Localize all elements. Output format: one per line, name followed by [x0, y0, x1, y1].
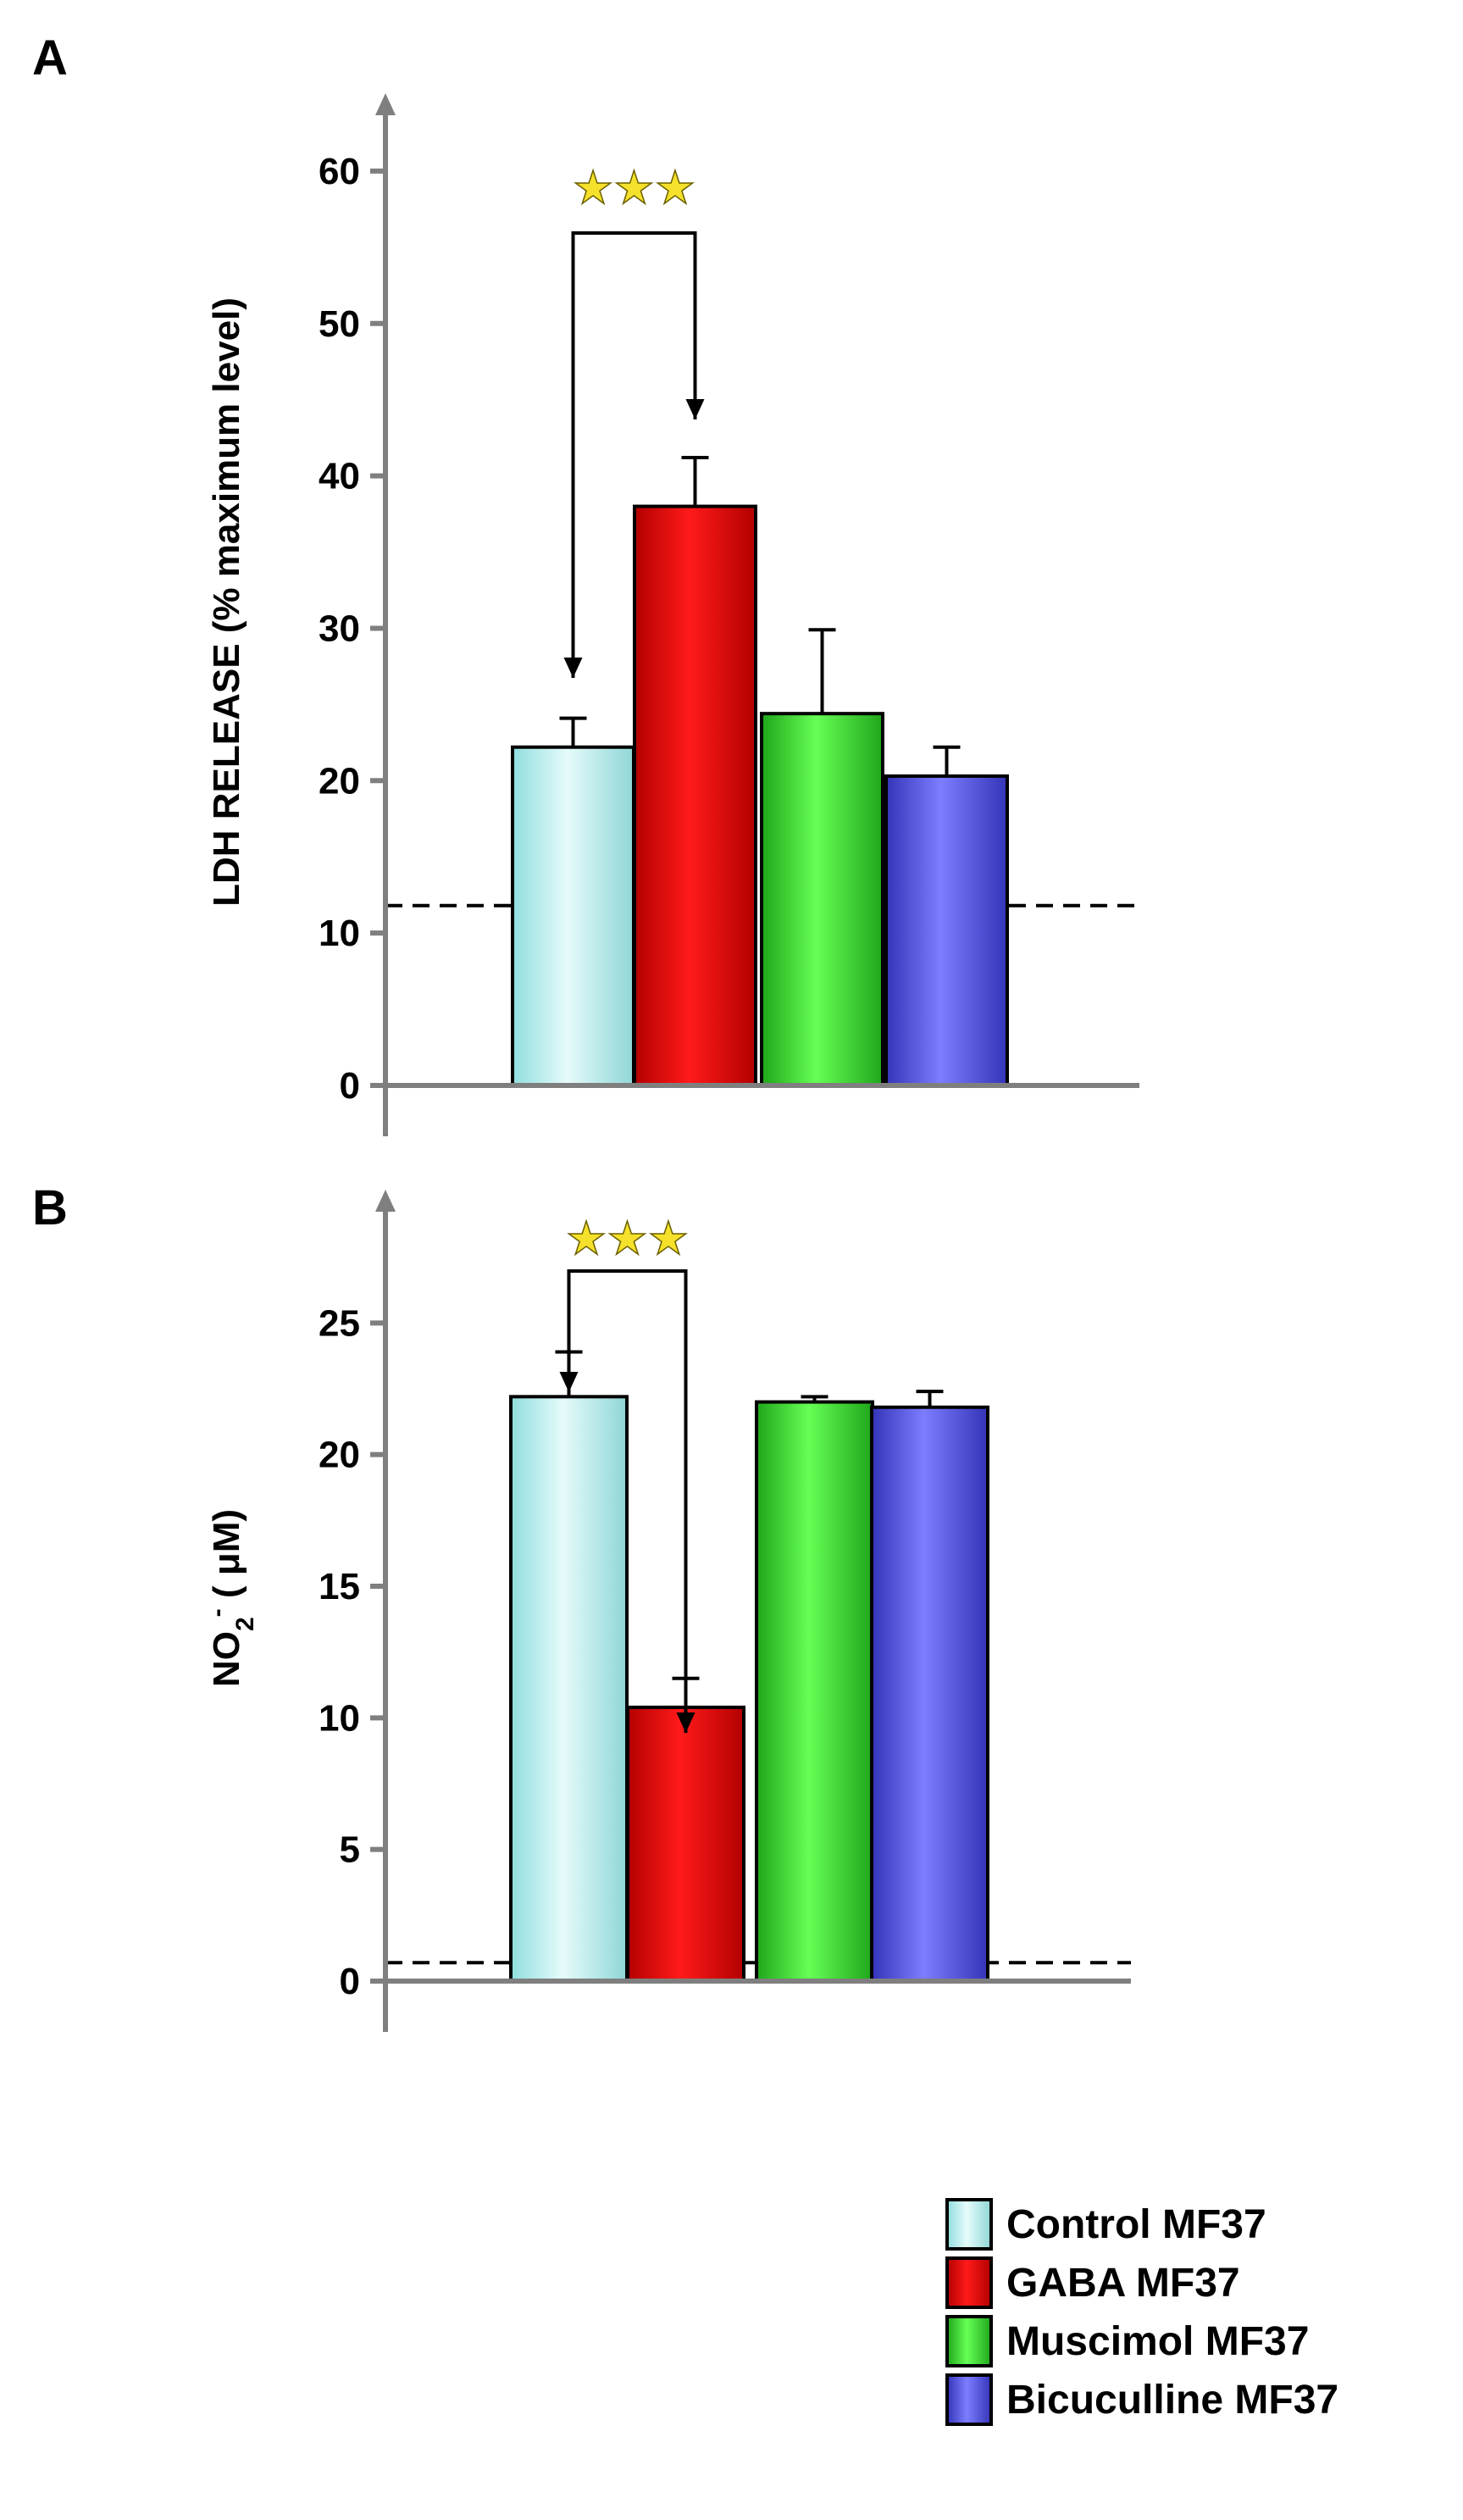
panel-b-y-axis-label: NO2- ( μM)	[203, 1509, 259, 1687]
legend-swatch-0	[945, 2198, 993, 2251]
panel-a-y-tick-label: 20	[319, 760, 360, 802]
panel-a-y-axis-title: LDH RELEASE (% maximum level)	[206, 297, 247, 907]
panel-a-bar-1	[633, 504, 757, 1087]
panel-a-bar-3	[884, 774, 1009, 1087]
legend-item: Control MF37	[945, 2198, 1266, 2251]
panel-a-y-axis-label: LDH RELEASE (% maximum level)	[206, 297, 247, 907]
legend-item: Muscimol MF37	[945, 2315, 1309, 2367]
panel-b-y-tick-label: 10	[319, 1697, 360, 1739]
panel-a-bar-2	[760, 712, 884, 1088]
panel-a-chart: A LDH RELEASE (% maximum level) 0 10 20 30 4…	[32, 31, 1139, 1136]
legend: Control MF37 GABA MF37 Muscimol MF37 Bicucu…	[945, 2198, 1338, 2426]
panel-a-y-tick-label: 40	[319, 456, 360, 497]
legend-swatch-1	[945, 2256, 993, 2309]
legend-item: Bicuculline MF37	[945, 2373, 1338, 2426]
legend-label-2: Muscimol MF37	[1006, 2319, 1309, 2364]
panel-b-significance-bracket	[567, 1269, 688, 1733]
panel-a-bar-0	[511, 745, 635, 1087]
panel-a-y-tick-label: 30	[319, 608, 360, 649]
panel-b-y-axis-title: NO2- ( μM)	[203, 1509, 259, 1687]
panel-b-bar-2	[755, 1400, 874, 1983]
panel-b-significance-stars: ★★★	[566, 1212, 689, 1265]
panel-a-significance-arrowhead	[685, 399, 705, 419]
panel-b-y-tick-label: 0	[340, 1961, 360, 2002]
legend-item: GABA MF37	[945, 2256, 1240, 2309]
panel-b-letter: B	[32, 1180, 68, 1235]
panel-a-y-tick-label: 50	[319, 303, 360, 345]
legend-swatch-2	[945, 2315, 993, 2367]
panel-b-bar-3	[870, 1405, 989, 1984]
legend-label-0: Control MF37	[1006, 2202, 1266, 2247]
panel-b-bar-1	[626, 1705, 745, 1983]
panel-a-y-tick-label: 60	[319, 151, 360, 192]
legend-label-1: GABA MF37	[1006, 2261, 1240, 2306]
panel-a-significance-stars: ★★★	[573, 161, 695, 214]
panel-a-y-tick-label: 0	[340, 1065, 360, 1107]
panel-b-chart: B NO2- ( μM) 0 5 10 15 20 25 ★★★	[32, 1180, 1131, 2032]
panel-b-y-tick-label: 20	[319, 1435, 360, 1476]
panel-b-bar-0	[509, 1395, 629, 1983]
panel-b-y-tick-label: 15	[319, 1566, 360, 1607]
panel-a-significance-bracket	[571, 231, 697, 678]
panel-b-significance-arrowhead	[676, 1712, 695, 1733]
panel-b-y-tick-label: 25	[319, 1302, 360, 1344]
legend-swatch-3	[945, 2373, 993, 2426]
legend-label-3: Bicuculline MF37	[1006, 2378, 1338, 2423]
panel-a-y-tick-label: 10	[319, 913, 360, 954]
panel-a-y-axis-arrow	[375, 93, 396, 115]
panel-b-y-axis-arrow	[375, 1190, 396, 1212]
panel-b-y-tick-label: 5	[340, 1829, 360, 1871]
panel-a-significance-arrowhead	[563, 658, 583, 678]
panel-a-letter: A	[32, 31, 68, 86]
panel-b-significance-arrowhead	[559, 1372, 579, 1392]
